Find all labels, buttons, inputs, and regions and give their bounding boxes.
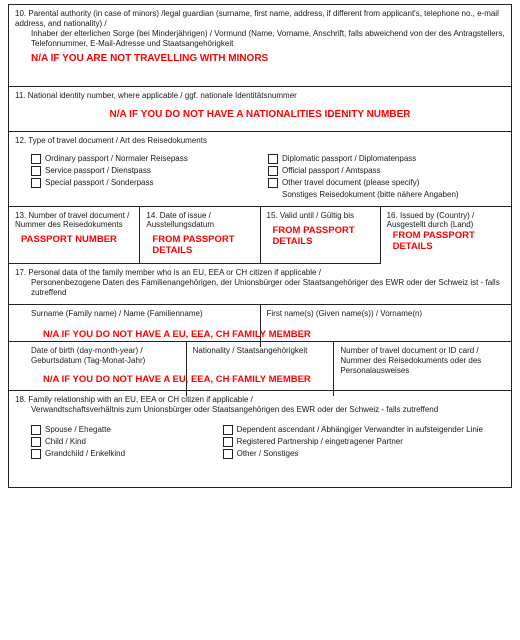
checkbox-row: Spouse / Ehegatte	[31, 425, 213, 435]
q17-nat-label: Nationality / Staatsangehörigkeit	[193, 346, 308, 355]
q17-label-de: Personenbezogene Daten des Familienangeh…	[15, 278, 505, 298]
section-11: 11. National identity number, where appl…	[9, 87, 511, 133]
q12-col-right: Diplomatic passport / Diplomatenpass Off…	[268, 152, 505, 200]
section-13: 13. Number of travel document / Nummer d…	[9, 207, 140, 264]
option-label: Diplomatic passport / Diplomatenpass	[282, 154, 416, 164]
option-extra: Sonstiges Reisedokument (bitte nähere An…	[268, 190, 495, 200]
checkbox-row: Registered Partnership / eingetragener P…	[223, 437, 495, 447]
checkbox-icon[interactable]	[31, 154, 41, 164]
q10-label-en: Parental authority (in case of minors) /…	[15, 9, 499, 28]
checkbox-icon[interactable]	[268, 154, 278, 164]
checkbox-icon[interactable]	[223, 425, 233, 435]
checkbox-icon[interactable]	[31, 166, 41, 176]
checkbox-row: Service passport / Dienstpass	[31, 166, 258, 176]
q17-doc-cell: Number of travel document or ID card / N…	[334, 342, 511, 396]
q16-highlight: FROM PASSPORT DETAILS	[387, 231, 505, 253]
q14-number: 14.	[146, 211, 157, 220]
q18-number: 18.	[15, 395, 26, 404]
option-label: Spouse / Ehegatte	[45, 425, 111, 435]
q10-number: 10.	[15, 9, 26, 18]
option-label: Official passport / Amtspass	[282, 166, 381, 176]
q17-dob-label: Date of birth (day-month-year) / Geburts…	[15, 346, 180, 366]
q17-label-en: Personal data of the family member who i…	[28, 268, 321, 277]
q17-row2: Date of birth (day-month-year) / Geburts…	[9, 341, 511, 396]
q16-number: 16.	[387, 211, 398, 220]
checkbox-row: Diplomatic passport / Diplomatenpass	[268, 154, 495, 164]
q18-label-en: Family relationship with an EU, EEA or C…	[28, 395, 253, 404]
q10-label-de: Inhaber der elterlichen Sorge (bei Minde…	[15, 29, 505, 49]
q15-highlight: FROM PASSPORT DETAILS	[267, 226, 374, 248]
q17-number: 17.	[15, 268, 26, 277]
checkbox-row: Ordinary passport / Normaler Reisepass	[31, 154, 258, 164]
q12-number: 12.	[15, 136, 26, 145]
checkbox-row: Other / Sonstiges	[223, 449, 495, 459]
option-label: Special passport / Sonderpass	[45, 178, 154, 188]
q17-surname-label: Surname (Family name) / Name (Familienna…	[15, 309, 254, 319]
visa-form: 10. Parental authority (in case of minor…	[8, 4, 512, 488]
q13-highlight: PASSPORT NUMBER	[15, 235, 133, 246]
q11-label: National identity number, where applicab…	[28, 91, 297, 100]
section-16: 16. Issued by (Country) / Ausgestellt du…	[381, 207, 511, 264]
q14-highlight: FROM PASSPORT DETAILS	[146, 235, 253, 257]
q18-col-right: Dependent ascendant / Abhängiger Verwand…	[223, 423, 505, 461]
checkbox-row: Child / Kind	[31, 437, 213, 447]
q10-highlight: N/A IF YOU ARE NOT TRAVELLING WITH MINOR…	[15, 53, 505, 66]
checkbox-row: Grandchild / Enkelkind	[31, 449, 213, 459]
q17-row1: Surname (Family name) / Name (Familienna…	[9, 304, 511, 347]
option-label: Registered Partnership / eingetragener P…	[237, 437, 403, 447]
q12-label: Type of travel document / Art des Reised…	[28, 136, 207, 145]
checkbox-icon[interactable]	[31, 449, 41, 459]
form-page: 10. Parental authority (in case of minor…	[0, 0, 520, 640]
checkbox-row: Other travel document (please specify)	[268, 178, 495, 188]
q17-dob-cell: Date of birth (day-month-year) / Geburts…	[9, 342, 187, 396]
q12-col-left: Ordinary passport / Normaler Reisepass S…	[31, 152, 268, 200]
option-label: Ordinary passport / Normaler Reisepass	[45, 154, 188, 164]
section-12: 12. Type of travel document / Art des Re…	[9, 132, 511, 207]
option-label: Grandchild / Enkelkind	[45, 449, 125, 459]
checkbox-icon[interactable]	[268, 178, 278, 188]
section-13-16: 13. Number of travel document / Nummer d…	[9, 207, 511, 264]
option-label: Dependent ascendant / Abhängiger Verwand…	[237, 425, 483, 435]
section-18: 18. Family relationship with an EU, EEA …	[9, 391, 511, 487]
q18-label-de: Verwandtschaftsverhältnis zum Unionsbürg…	[15, 405, 505, 415]
checkbox-row: Special passport / Sonderpass	[31, 178, 258, 188]
q18-col-left: Spouse / Ehegatte Child / Kind Grandchil…	[31, 423, 223, 461]
q11-number: 11.	[15, 91, 26, 100]
checkbox-icon[interactable]	[268, 166, 278, 176]
q17-highlight2: N/A IF YOU DO NOT HAVE A EU, EEA, CH FAM…	[43, 374, 311, 386]
section-17: 17. Personal data of the family member w…	[9, 264, 511, 391]
checkbox-icon[interactable]	[31, 425, 41, 435]
checkbox-icon[interactable]	[31, 178, 41, 188]
q17-surname-cell: Surname (Family name) / Name (Familienna…	[9, 305, 261, 347]
q13-number: 13.	[15, 211, 26, 220]
checkbox-row: Dependent ascendant / Abhängiger Verwand…	[223, 425, 495, 435]
q15-label: Valid until / Gültig bis	[280, 211, 354, 220]
option-label: Child / Kind	[45, 437, 86, 447]
option-label: Other / Sonstiges	[237, 449, 299, 459]
q17-nat-cell: Nationality / Staatsangehörigkeit	[187, 342, 335, 396]
q16-label: Issued by (Country) / Ausgestellt durch …	[387, 211, 475, 229]
option-label: Service passport / Dienstpass	[45, 166, 151, 176]
q18-options: Spouse / Ehegatte Child / Kind Grandchil…	[15, 423, 505, 461]
option-label: Other travel document (please specify)	[282, 178, 419, 188]
q17-highlight1: N/A IF YOU DO NOT HAVE A EU, EEA, CH FAM…	[43, 329, 311, 341]
checkbox-icon[interactable]	[223, 449, 233, 459]
checkbox-icon[interactable]	[223, 437, 233, 447]
q15-number: 15.	[267, 211, 278, 220]
q11-highlight: N/A IF YOU DO NOT HAVE A NATIONALITIES I…	[15, 109, 505, 122]
section-10: 10. Parental authority (in case of minor…	[9, 5, 511, 87]
section-14: 14. Date of issue / Ausstellungsdatum FR…	[140, 207, 260, 264]
q17-firstname-label: First name(s) (Given name(s)) / Vorname(…	[267, 309, 423, 318]
checkbox-icon[interactable]	[31, 437, 41, 447]
q17-doc-label: Number of travel document or ID card / N…	[340, 346, 481, 375]
q13-label: Number of travel document / Nummer des R…	[15, 211, 129, 229]
section-15: 15. Valid until / Gültig bis FROM PASSPO…	[261, 207, 381, 264]
checkbox-row: Official passport / Amtspass	[268, 166, 495, 176]
q12-options: Ordinary passport / Normaler Reisepass S…	[15, 152, 505, 200]
